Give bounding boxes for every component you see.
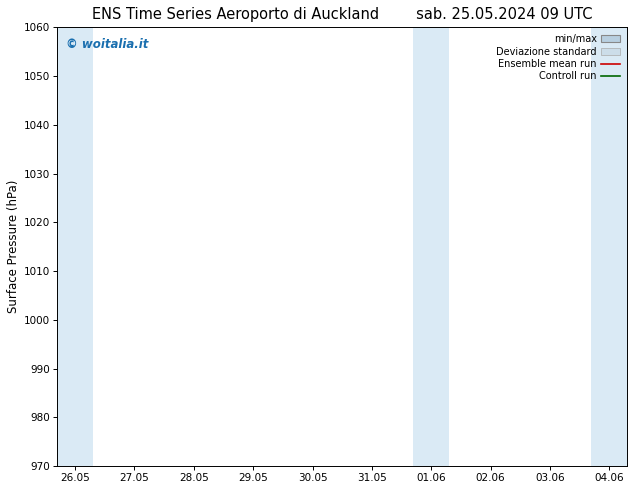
Text: © woitalia.it: © woitalia.it <box>66 38 148 51</box>
Bar <box>57 27 93 466</box>
Y-axis label: Surface Pressure (hPa): Surface Pressure (hPa) <box>7 180 20 314</box>
Bar <box>413 27 449 466</box>
Legend: min/max, Deviazione standard, Ensemble mean run, Controll run: min/max, Deviazione standard, Ensemble m… <box>495 32 622 83</box>
Title: ENS Time Series Aeroporto di Auckland        sab. 25.05.2024 09 UTC: ENS Time Series Aeroporto di Auckland sa… <box>92 7 592 22</box>
Bar <box>592 27 627 466</box>
